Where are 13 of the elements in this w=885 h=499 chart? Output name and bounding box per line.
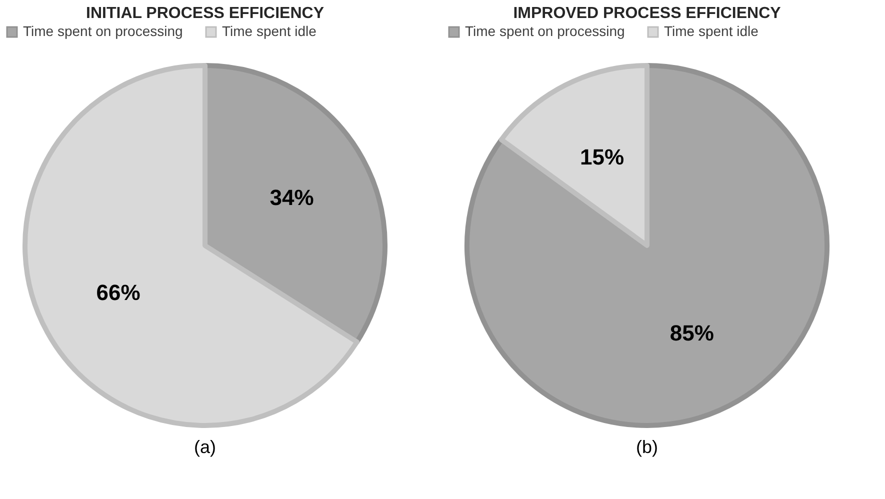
data-label: 85% bbox=[670, 320, 714, 346]
chart-title: IMPROVED PROCESS EFFICIENCY bbox=[513, 5, 782, 22]
text: (b) bbox=[636, 437, 658, 457]
data-label: 15% bbox=[580, 144, 624, 170]
legend-label: Time spent on processing bbox=[465, 23, 625, 39]
legend-label: Time spent idle bbox=[664, 23, 759, 39]
legend-label: Time spent on processing bbox=[23, 23, 183, 39]
data-label: 34% bbox=[270, 184, 314, 210]
data-label: 66% bbox=[96, 280, 140, 306]
chart-title: INITIAL PROCESS EFFICIENCY bbox=[86, 5, 324, 22]
pie-slice bbox=[22, 63, 360, 428]
legend-label: Time spent idle bbox=[222, 23, 317, 39]
text: (a) bbox=[194, 437, 216, 457]
